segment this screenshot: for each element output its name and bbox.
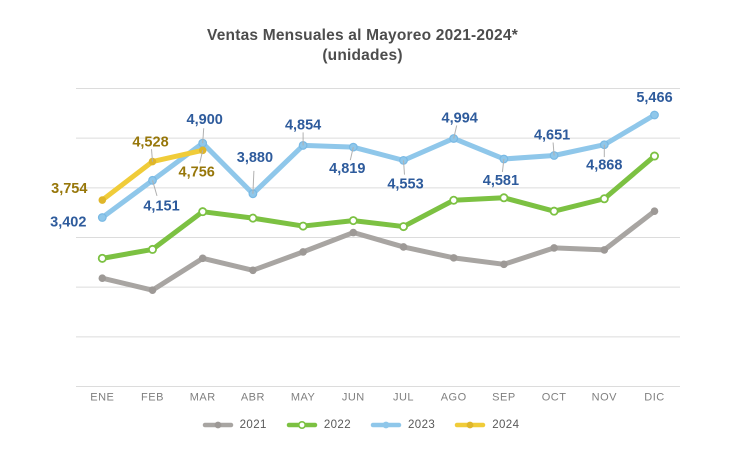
data-point-2022-JUN <box>348 216 358 226</box>
data-label-2023-MAY: 4,854 <box>285 117 321 133</box>
data-point-2021-MAR <box>198 254 207 263</box>
data-label-2023-SEP: 4,581 <box>483 173 519 189</box>
data-point-2021-MAY <box>299 248 307 256</box>
data-point-2021-JUL <box>399 243 408 251</box>
data-label-2023-ABR: 3,880 <box>237 150 273 166</box>
x-axis-label-AGO: AGO <box>441 392 467 404</box>
x-axis-label-JUL: JUL <box>393 392 414 404</box>
label-leader-2023-OCT <box>552 142 555 156</box>
x-axis-label-ENE: ENE <box>90 392 114 404</box>
legend-label: 2024 <box>492 419 520 431</box>
data-point-2023-ENE <box>97 213 107 222</box>
legend-item-2021: 2021 <box>202 419 267 431</box>
data-point-2021-FEB <box>148 286 157 294</box>
data-point-2022-NOV <box>599 194 609 204</box>
x-axis-label-MAY: MAY <box>291 392 316 404</box>
data-label-2023-OCT: 4,651 <box>534 128 570 144</box>
data-point-2022-ENE <box>97 253 107 263</box>
data-label-2024-MAR: 4,756 <box>179 164 215 180</box>
label-leader-2023-MAR <box>202 128 205 144</box>
data-point-2022-MAY <box>298 221 308 231</box>
label-leader-2023-JUL <box>403 160 405 175</box>
legend-swatch-2022 <box>286 420 318 430</box>
data-label-2023-NOV: 4,868 <box>586 158 622 174</box>
data-point-2021-ABR <box>249 266 257 275</box>
series-line-2022 <box>99 153 657 261</box>
legend-label: 2022 <box>323 419 351 431</box>
x-axis-label-NOV: NOV <box>592 392 618 404</box>
data-point-2022-SEP <box>499 193 509 203</box>
legend-item-2022: 2022 <box>286 419 351 431</box>
data-point-2022-ABR <box>248 213 258 223</box>
data-point-2022-DIC <box>650 151 660 161</box>
legend-swatch-2024 <box>454 421 486 429</box>
data-point-2024-ENE <box>98 196 107 204</box>
data-point-2021-ENE <box>98 274 107 283</box>
label-leader-2023-ABR <box>252 170 255 194</box>
legend-item-2023: 2023 <box>370 419 435 431</box>
x-axis-label-DIC: DIC <box>644 392 664 404</box>
x-axis-label-OCT: OCT <box>542 392 567 404</box>
data-label-2023-MAR: 4,900 <box>187 112 223 128</box>
data-label-2023-DIC: 5,466 <box>636 90 672 106</box>
data-point-2021-DIC <box>650 207 659 215</box>
data-point-2021-JUN <box>349 228 358 237</box>
label-leader-2023-FEB <box>152 180 158 196</box>
data-label-2024-FEB: 4,528 <box>132 135 168 151</box>
data-point-2022-OCT <box>549 206 559 216</box>
data-point-2023-DIC <box>650 110 659 120</box>
x-axis-label-JUN: JUN <box>342 392 365 404</box>
data-point-2022-JUL <box>398 222 408 232</box>
label-leader-2023-AGO <box>453 125 458 139</box>
data-point-2022-AGO <box>449 195 459 205</box>
data-label-2023-FEB: 4,151 <box>143 198 179 214</box>
label-leader-2023-SEP <box>501 158 505 173</box>
series-line-2021 <box>99 208 657 293</box>
x-axis-label-MAR: MAR <box>190 392 216 404</box>
legend-item-2024: 2024 <box>454 419 519 431</box>
x-axis-label-SEP: SEP <box>492 392 516 404</box>
chart-subtitle: (unidades) <box>322 47 403 64</box>
data-point-2022-MAR <box>198 207 208 217</box>
label-leader-2024-MAR <box>199 150 204 164</box>
data-point-2021-OCT <box>550 244 558 252</box>
x-axis-label-FEB: FEB <box>141 392 164 404</box>
data-point-2021-NOV <box>600 246 609 254</box>
label-leader-2024-FEB <box>151 149 153 162</box>
legend-label: 2023 <box>408 419 436 431</box>
x-axis-label-ABR: ABR <box>241 392 265 404</box>
label-leader-2023-JUN <box>349 147 354 161</box>
data-point-2021-SEP <box>500 260 508 269</box>
legend-swatch-2021 <box>202 421 233 429</box>
chart-legend: 2021 2022 2023 2024 <box>0 415 721 435</box>
data-label-2023-JUN: 4,819 <box>329 161 365 177</box>
data-label-2024-ENE: 3,754 <box>51 181 87 197</box>
chart-title: Ventas Mensuales al Mayoreo 2021-2024* <box>207 27 518 44</box>
legend-swatch-2023 <box>370 421 402 429</box>
chart-title-block: Ventas Mensuales al Mayoreo 2021-2024* (… <box>0 26 725 66</box>
data-label-2023-ENE: 3,402 <box>50 215 86 231</box>
legend-label: 2021 <box>239 419 267 431</box>
data-point-2022-FEB <box>147 244 157 254</box>
data-point-2021-AGO <box>449 254 458 262</box>
series-line-2023 <box>99 112 657 221</box>
data-label-2023-JUL: 4,553 <box>387 176 423 192</box>
data-label-2023-AGO: 4,994 <box>442 110 478 126</box>
